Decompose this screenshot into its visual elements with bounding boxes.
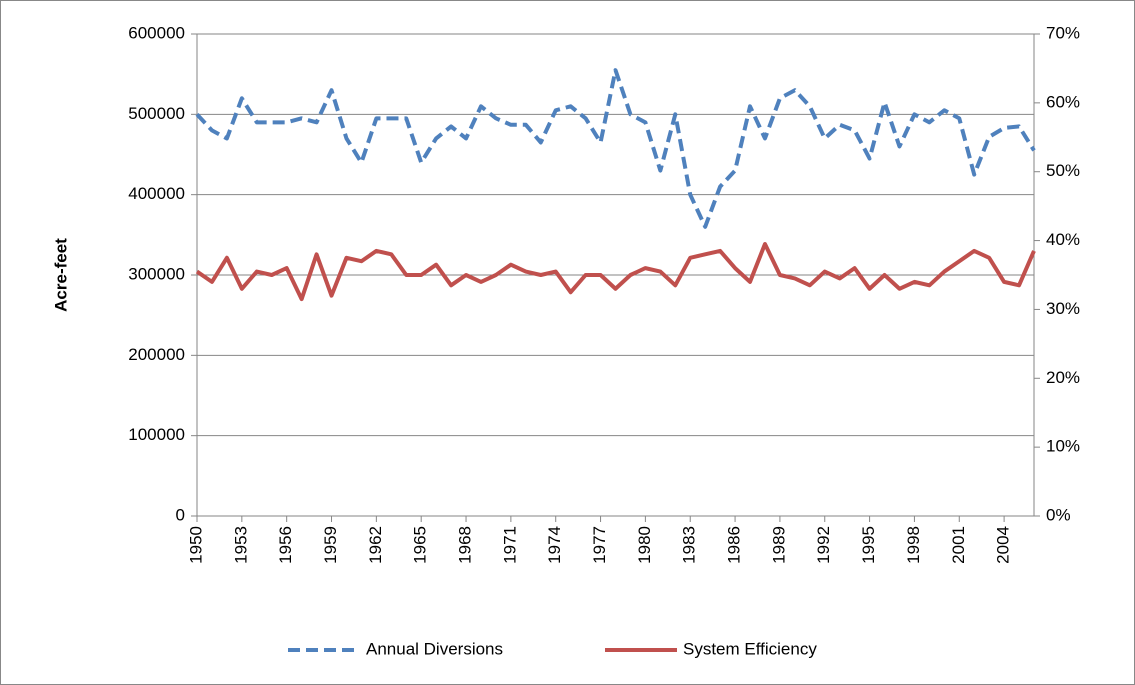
x-tick-label: 1950 xyxy=(186,526,205,564)
y-tick-label: 0 xyxy=(176,505,185,524)
y2-tick-label: 10% xyxy=(1046,437,1080,456)
x-tick-label: 1989 xyxy=(769,526,788,564)
x-tick-label: 1965 xyxy=(411,526,430,564)
y2-tick-label: 70% xyxy=(1046,23,1080,42)
y2-tick-label: 0% xyxy=(1046,505,1071,524)
x-tick-label: 1995 xyxy=(859,526,878,564)
x-tick-label: 1980 xyxy=(635,526,654,564)
y2-tick-label: 20% xyxy=(1046,368,1080,387)
x-tick-label: 1998 xyxy=(904,526,923,564)
y2-tick-label: 30% xyxy=(1046,299,1080,318)
x-tick-label: 2004 xyxy=(994,526,1013,564)
x-tick-label: 1986 xyxy=(725,526,744,564)
series-line xyxy=(195,68,1036,229)
y-tick-label: 300000 xyxy=(128,264,185,283)
y-tick-label: 600000 xyxy=(128,23,185,42)
y2-tick-label: 50% xyxy=(1046,161,1080,180)
x-tick-label: 1968 xyxy=(456,526,475,564)
y-axis-title: Acre-feet xyxy=(51,238,70,312)
y-tick-label: 200000 xyxy=(128,345,185,364)
y2-tick-label: 40% xyxy=(1046,230,1080,249)
x-tick-label: 2001 xyxy=(949,526,968,564)
y-tick-label: 500000 xyxy=(128,104,185,123)
x-tick-label: 1983 xyxy=(680,526,699,564)
y-tick-label: 400000 xyxy=(128,184,185,203)
y-tick-label: 100000 xyxy=(128,425,185,444)
x-tick-label: 1992 xyxy=(814,526,833,564)
y2-tick-label: 60% xyxy=(1046,92,1080,111)
legend-label: System Efficiency xyxy=(683,639,817,658)
x-tick-label: 1956 xyxy=(276,526,295,564)
x-tick-label: 1977 xyxy=(590,526,609,564)
series-line xyxy=(195,242,1036,302)
x-tick-label: 1962 xyxy=(366,526,385,564)
x-tick-label: 1953 xyxy=(231,526,250,564)
x-tick-label: 1959 xyxy=(321,526,340,564)
x-tick-label: 1971 xyxy=(500,526,519,564)
x-tick-label: 1974 xyxy=(545,526,564,564)
legend-label: Annual Diversions xyxy=(366,639,503,658)
